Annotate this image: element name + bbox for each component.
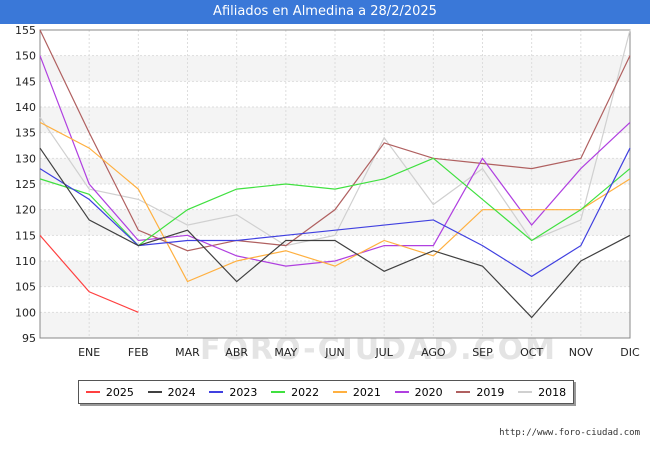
legend-label: 2022 <box>291 385 320 399</box>
legend-swatch <box>147 391 162 393</box>
x-tick-label: JUL <box>374 346 393 359</box>
y-tick-label: 120 <box>15 204 36 217</box>
legend-swatch <box>271 391 286 393</box>
series-line-2021 <box>39 121 631 283</box>
series-line-2024 <box>39 147 631 319</box>
plot-border <box>39 29 631 339</box>
legend-swatch <box>518 391 533 393</box>
series-line-2025 <box>39 234 139 313</box>
y-tick-label: 130 <box>15 152 36 165</box>
y-tick-label: 95 <box>22 332 36 345</box>
chart-legend: 2025 2024 2023 2022 2021 2020 2019 2018 <box>78 380 574 404</box>
x-tick-label: AGO <box>421 346 446 359</box>
y-tick-label: 140 <box>15 101 36 114</box>
legend-label: 2025 <box>105 385 134 399</box>
y-tick-label: 150 <box>15 50 36 63</box>
legend-item-2021: 2021 <box>332 385 381 399</box>
x-tick-label: OCT <box>520 346 543 359</box>
line-chart: 95 100 105 110 115 120 125 130 135 140 145 150 155 EN… <box>15 24 640 359</box>
legend-label: 2021 <box>352 385 381 399</box>
legend-swatch <box>332 391 347 393</box>
x-tick-label: NOV <box>569 346 594 359</box>
legend-swatch <box>456 391 471 393</box>
y-tick-label: 115 <box>15 229 36 242</box>
legend-label: 2019 <box>476 385 505 399</box>
y-tick-label: 145 <box>15 75 36 88</box>
x-tick-label: FEB <box>128 346 149 359</box>
legend-label: 2024 <box>167 385 196 399</box>
y-tick-label: 135 <box>15 127 36 140</box>
x-tick-label: MAY <box>274 346 297 359</box>
x-tick-label: DIC <box>620 346 640 359</box>
legend-swatch <box>394 391 409 393</box>
legend-swatch <box>85 391 100 393</box>
legend-label: 2018 <box>538 385 567 399</box>
x-tick-label: JUN <box>324 346 345 359</box>
x-tick-label: MAR <box>175 346 200 359</box>
y-tick-label: 155 <box>15 24 36 37</box>
series-line-2019 <box>39 29 631 252</box>
y-tick-label: 110 <box>15 255 36 268</box>
footer-url: http://www.foro-ciudad.com <box>499 428 640 438</box>
chart-title: Afiliados en Almedina a 28/2/2025 <box>0 0 650 24</box>
legend-item-2018: 2018 <box>518 386 566 399</box>
legend-item-2023: 2023 <box>209 386 257 399</box>
legend-item-2019: 2019 <box>456 386 504 399</box>
series-line-2020 <box>39 55 631 267</box>
y-tick-label: 125 <box>15 178 36 191</box>
legend-item-2025: 2025 <box>85 385 134 399</box>
legend-label: 2020 <box>414 385 443 399</box>
legend-item-2024: 2024 <box>147 385 196 399</box>
y-tick-label: 105 <box>15 281 36 294</box>
x-tick-label: SEP <box>472 346 493 359</box>
legend-label: 2023 <box>229 385 258 399</box>
y-tick-label: 100 <box>15 306 36 319</box>
legend-item-2022: 2022 <box>271 386 319 399</box>
legend-swatch <box>209 391 224 393</box>
legend-item-2020: 2020 <box>394 385 443 399</box>
x-tick-label: ENE <box>78 346 100 359</box>
x-tick-label: ABR <box>225 346 248 359</box>
